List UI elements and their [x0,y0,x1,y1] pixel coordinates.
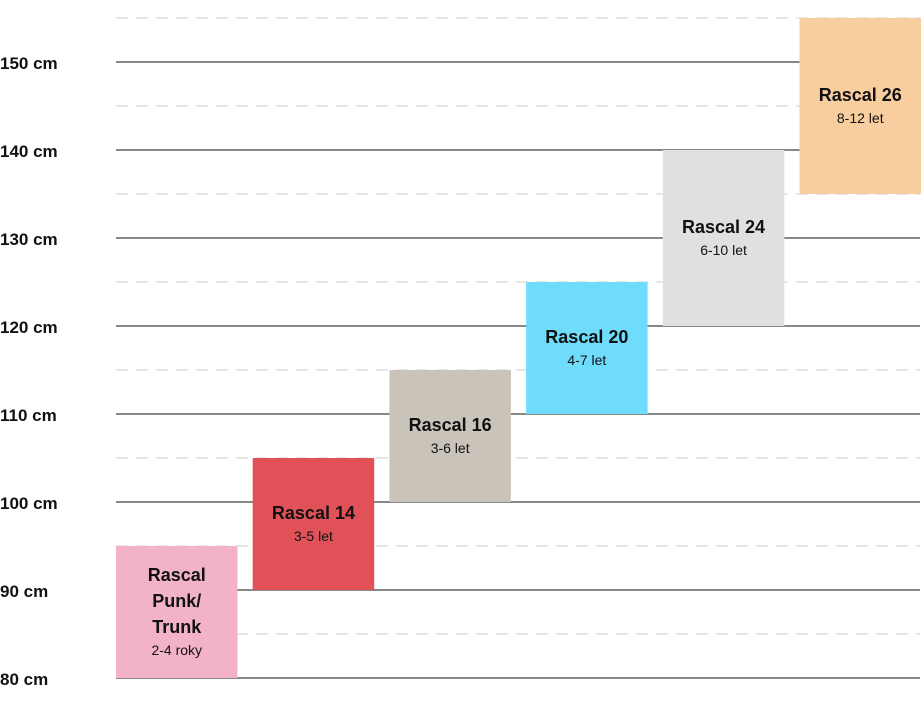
bar-label: Rascal 24 [682,217,765,237]
bar-age-label: 3-6 let [431,440,470,456]
y-tick-label: 150 cm [0,54,58,73]
y-tick-label: 100 cm [0,494,58,513]
bar-age-label: 3-5 let [294,528,333,544]
y-tick-label: 110 cm [0,406,57,425]
bar-label: Rascal 16 [409,415,492,435]
bar-rascal-16 [389,370,511,502]
bar-rascal-26 [799,18,921,194]
bar-label: Rascal 20 [545,327,628,347]
bar-label: Rascal 26 [819,85,902,105]
bar-rascal-14 [252,458,375,590]
bar-age-label: 2-4 roky [151,642,202,658]
y-tick-label: 90 cm [0,582,48,601]
bar-rascal-20 [526,282,648,414]
bar-label: Punk/ [152,591,201,611]
bar-label: Rascal [148,565,206,585]
bar-age-label: 6-10 let [700,242,747,258]
y-tick-label: 80 cm [0,670,48,689]
bar-label: Rascal 14 [272,503,355,523]
bar-rascal-24 [662,150,785,326]
bar-age-label: 4-7 let [567,352,606,368]
bar-label: Trunk [152,617,202,637]
bar-rascal-punk-trunk [116,546,238,678]
bar-age-label: 8-12 let [837,110,884,126]
y-tick-label: 140 cm [0,142,58,161]
y-tick-label: 120 cm [0,318,58,337]
y-tick-label: 130 cm [0,230,58,249]
